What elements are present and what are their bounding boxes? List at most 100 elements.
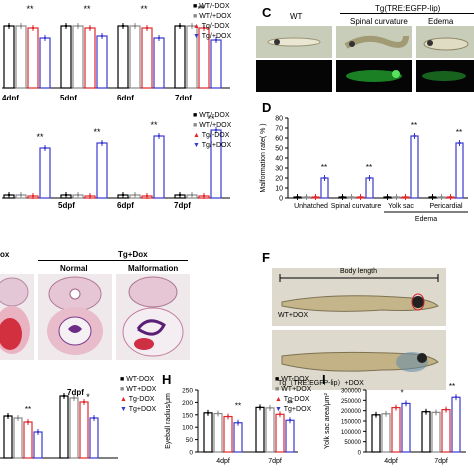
panel-a-sig-3: ** — [197, 4, 205, 14]
panel-h-cat-1: 7dpf — [268, 458, 282, 465]
panel-g-right-bar-0 — [59, 395, 69, 459]
panel-h-c0-pt-3 — [236, 421, 240, 424]
panel-i-chart: 0 50000 100000 150000 200000 250000 300000 Yolk… — [324, 382, 466, 465]
panel-c-wt-label: WT — [290, 12, 303, 21]
panel-i-ytick-label-0: 0 — [358, 451, 362, 457]
panel-d-edema-label: Edema — [415, 216, 437, 223]
panel-h-ytick-label-5: 250 — [182, 388, 193, 395]
panel-d-sig-3: ** — [456, 128, 462, 137]
panel-b-g0-pt-3 — [43, 146, 47, 150]
panel-g-right-pt-2 — [82, 400, 86, 404]
legend-b-2: ■ WT/+DOX — [193, 122, 232, 129]
panel-b-sig-0: ** — [36, 132, 44, 142]
panel-d-c0-pt-1 — [305, 195, 308, 199]
panel-g-right-bar-1 — [69, 397, 79, 459]
panel-h-ytick-label-4: 200 — [182, 400, 193, 407]
panel-d-sig-1: ** — [366, 163, 372, 172]
panel-e-histology-normal — [38, 274, 112, 360]
panel-h-ytick-label-0: 0 — [189, 450, 193, 457]
panel-b-sig-2: ** — [150, 120, 158, 130]
panel-d-c3-pt-0 — [431, 195, 434, 199]
panel-a-g2-bar-1 — [129, 25, 141, 89]
panel-d-ytick-label-7: 70 — [275, 126, 283, 133]
legend-b-3: ▲ Tg/-DOX — [193, 132, 230, 139]
legend-h-1: ■ WT-DOX — [275, 376, 310, 383]
panel-h-c0-bar-3 — [233, 422, 243, 453]
panel-d-ytick-label-5: 50 — [275, 146, 283, 153]
panel-d-sig-0: ** — [321, 163, 327, 172]
panel-h-c1-pt-2 — [278, 413, 282, 416]
legend-g-4: ▼ Tg+DOX — [120, 406, 157, 413]
panel-d-c1-pt-3 — [368, 176, 371, 180]
panel-i-label: I — [322, 372, 326, 387]
panel-g-left-pt-3 — [36, 430, 40, 434]
panel-f-body-length: Body length — [340, 268, 377, 275]
panel-g-left-bar-1 — [13, 417, 23, 459]
panel-d-c2-pt-3 — [413, 134, 416, 138]
panel-a-g1-pt-0 — [64, 24, 68, 28]
panel-g-right-bar-2 — [79, 401, 89, 459]
panel-i-cat-1: 7dpf — [434, 458, 448, 465]
legend-top-3: ▲ Tg/-DOX — [193, 23, 230, 30]
panel-a-g0-bar-0 — [3, 25, 15, 89]
panel-d-ytick-label-0: 0 — [279, 196, 283, 203]
panel-i-c1-pt-0 — [424, 410, 428, 413]
panel-b-g0-pt-0 — [7, 193, 11, 197]
panel-d-cat-2: Yolk sac — [388, 203, 414, 210]
panel-a-g3-pt-0 — [178, 24, 182, 28]
panel-a-g0-bar-1 — [15, 25, 27, 89]
panel-c-fluor-spinal — [336, 60, 412, 92]
panel-b-g1-pt-0 — [64, 193, 68, 197]
panel-f-wt-label: WT+DOX — [278, 312, 309, 319]
legend-h-3: ▲ Tg-DOX — [275, 396, 310, 403]
panel-h-c1-pt-1 — [268, 406, 272, 410]
legend-top: ■ WT/-DOX ■ WT/+DOX ▲ Tg/-DOX ▼ Tg/+DOX — [193, 3, 253, 47]
panel-i-c1-bar-3 — [451, 396, 461, 453]
panel-a-g1-bar-3 — [96, 35, 108, 89]
panel-i-ytick-label-4: 200000 — [341, 409, 362, 415]
panel-d-c1-pt-2 — [359, 195, 362, 199]
panel-h-c1-pt-3 — [288, 419, 292, 422]
panel-b-g2-pt-1 — [133, 193, 137, 197]
panel-d-cat-1: Spinal curvature — [331, 203, 382, 210]
panel-d-c2-pt-2 — [404, 195, 407, 199]
panel-d-label: D — [262, 100, 272, 115]
panel-a-g0-pt-1 — [19, 24, 23, 28]
panel-h-c1-bar-1 — [265, 407, 275, 453]
panel-b-g2-pt-2 — [145, 194, 149, 198]
panel-i-cat-0: 4dpf — [384, 458, 398, 465]
panel-a-g0-pt-3 — [43, 36, 47, 40]
panel-i-sig-0: * — [400, 388, 403, 397]
panel-a-sig-2: ** — [140, 4, 148, 14]
panel-a-sig-0: ** — [26, 4, 34, 14]
panel-i: 0 50000 100000 150000 200000 250000 300000 Yolk… — [322, 372, 474, 474]
panel-a-sig-1: ** — [83, 4, 91, 14]
panel-a-day-2: 5dpf — [60, 94, 77, 100]
panel-b-g2-pt-0 — [121, 193, 125, 197]
panel-i-ytick-label-2: 100000 — [341, 430, 362, 436]
panel-a-g3-pt-3 — [214, 38, 218, 42]
panel-g-chart: *** — [0, 392, 118, 459]
panel-c-tg-bracket — [340, 13, 474, 14]
panel-b-g3-pt-2 — [202, 194, 206, 198]
panel-e-histology-malformation — [116, 274, 190, 360]
panel-b-g0-pt-2 — [31, 194, 35, 198]
legend-top-4: ▼ Tg/+DOX — [193, 33, 232, 40]
panel-h-ylabel: Eyeball radius/μm — [165, 393, 172, 449]
panel-g-left-pt-1 — [16, 416, 20, 420]
panel-a-g1-pt-2 — [88, 26, 92, 30]
panel-c-edema-label: Edema — [428, 17, 454, 26]
panel-d-c0-pt-3 — [323, 176, 326, 180]
panel-h-ytick-label-3: 150 — [182, 412, 193, 419]
panel-b-g3-pt-0 — [178, 193, 182, 197]
panel-b-g1-pt-2 — [88, 194, 92, 198]
panel-h-ytick-label-2: 100 — [182, 425, 193, 432]
panel-d-c2-pt-1 — [395, 195, 398, 199]
panel-b-day-2: 6dpf — [117, 201, 134, 210]
panel-d-ytick-label-4: 40 — [275, 156, 283, 163]
panel-i-sig-1: ** — [449, 382, 455, 391]
panel-c-bright-wt — [256, 26, 332, 58]
panel-g-left-bar-2 — [23, 421, 33, 459]
panel-i-c0-pt-2 — [394, 406, 398, 409]
panel-f-label: F — [262, 250, 270, 265]
